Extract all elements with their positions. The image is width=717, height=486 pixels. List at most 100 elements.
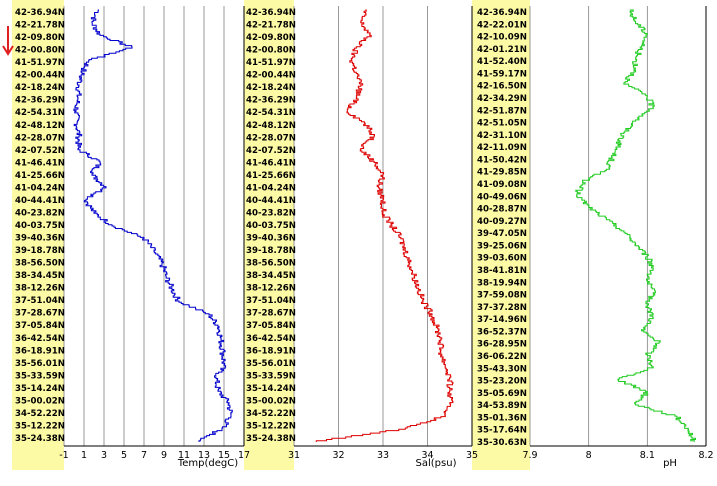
latitude-label-2-9: 42-54.31N	[246, 108, 296, 118]
latitude-label-2-35: 35-24.38N	[246, 434, 296, 444]
latitude-label-3-8: 42-34.29N	[477, 94, 527, 104]
latitude-label-2-13: 41-46.41N	[246, 158, 296, 168]
latitude-label-1-10: 42-48.12N	[15, 121, 65, 131]
latitude-label-1-15: 41-04.24N	[15, 183, 65, 193]
latitude-label-2-24: 37-51.04N	[246, 296, 296, 306]
latitude-label-2-20: 39-18.78N	[246, 246, 296, 256]
latitude-label-1-5: 41-51.97N	[15, 58, 65, 68]
latitude-label-2-22: 38-34.45N	[246, 271, 296, 281]
latitude-label-1-13: 41-46.41N	[15, 158, 65, 168]
latitude-label-1-23: 38-12.26N	[15, 284, 65, 294]
latitude-label-2-15: 41-04.24N	[246, 183, 296, 193]
latitude-label-3-22: 38-41.81N	[477, 266, 527, 276]
latitude-label-3-27: 36-52.37N	[477, 327, 527, 337]
latitude-label-3-18: 40-09.27N	[477, 217, 527, 227]
latitude-label-3-25: 37-37.28N	[477, 303, 527, 313]
latitude-label-2-18: 40-03.75N	[246, 221, 296, 231]
latitude-label-2-4: 42-00.80N	[246, 46, 296, 56]
latitude-label-1-25: 37-28.67N	[15, 309, 65, 319]
latitude-label-1-8: 42-36.29N	[15, 96, 65, 106]
latitude-label-2-10: 42-48.12N	[246, 121, 296, 131]
latitude-label-3-4: 42-01.21N	[477, 45, 527, 55]
latitude-label-1-32: 35-00.02N	[15, 396, 65, 406]
x-tick-label-1-4: 5	[121, 450, 127, 461]
latitude-label-2-19: 39-40.36N	[246, 234, 296, 244]
latitude-label-1-33: 34-52.22N	[15, 409, 65, 419]
latitude-label-1-31: 35-14.24N	[15, 384, 65, 394]
latitude-label-3-29: 36-06.22N	[477, 352, 527, 362]
x-tick-label-1-2: 1	[81, 450, 87, 461]
latitude-label-3-10: 42-51.05N	[477, 119, 527, 129]
x-axis-title-1: Temp(degC)	[177, 458, 238, 469]
latitude-label-2-30: 35-33.59N	[246, 371, 296, 381]
latitude-label-2-5: 41-51.97N	[246, 58, 296, 68]
x-tick-label-2-3: 33	[377, 450, 389, 461]
latitude-label-3-12: 42-11.09N	[477, 143, 527, 153]
latitude-label-1-11: 42-28.07N	[15, 133, 65, 143]
latitude-label-3-26: 37-14.96N	[477, 315, 527, 325]
profile-series-line-3	[575, 9, 696, 442]
profile-series-line-1	[73, 9, 233, 442]
latitude-label-2-7: 42-18.24N	[246, 83, 296, 93]
x-tick-label-1-9: 15	[218, 450, 230, 461]
latitude-label-1-16: 40-44.41N	[15, 196, 65, 206]
x-tick-label-3-3: 8.1	[640, 450, 655, 461]
latitude-label-1-12: 42-07.52N	[15, 146, 65, 156]
x-tick-label-2-2: 32	[332, 450, 344, 461]
latitude-label-1-30: 35-33.59N	[15, 371, 65, 381]
latitude-label-1-9: 42-54.31N	[15, 108, 65, 118]
latitude-label-2-3: 42-09.80N	[246, 33, 296, 43]
latitude-label-2-33: 34-52.22N	[246, 409, 296, 419]
latitude-label-3-1: 42-36.94N	[477, 8, 527, 18]
latitude-label-2-6: 42-00.44N	[246, 71, 296, 81]
latitude-label-1-7: 42-18.24N	[15, 83, 65, 93]
latitude-label-3-21: 39-03.60N	[477, 254, 527, 264]
latitude-label-3-5: 41-52.40N	[477, 57, 527, 67]
latitude-label-1-24: 37-51.04N	[15, 296, 65, 306]
latitude-label-3-6: 41-59.17N	[477, 69, 527, 79]
latitude-label-2-14: 41-25.66N	[246, 171, 296, 181]
latitude-label-3-20: 39-25.06N	[477, 241, 527, 251]
latitude-label-3-31: 35-23.20N	[477, 377, 527, 387]
x-tick-label-3-4: 8.2	[698, 450, 713, 461]
latitude-label-band-1	[12, 0, 64, 470]
latitude-label-2-8: 42-36.29N	[246, 96, 296, 106]
latitude-label-3-3: 42-10.09N	[477, 33, 527, 43]
latitude-label-1-21: 38-56.50N	[15, 259, 65, 269]
latitude-label-3-28: 36-28.95N	[477, 340, 527, 350]
latitude-label-2-32: 35-00.02N	[246, 396, 296, 406]
latitude-label-1-4: 42-00.80N	[15, 46, 65, 56]
latitude-label-2-12: 42-07.52N	[246, 146, 296, 156]
latitude-label-1-34: 35-12.22N	[15, 421, 65, 431]
x-tick-label-1-3: 3	[101, 450, 107, 461]
latitude-label-1-3: 42-09.80N	[15, 33, 65, 43]
latitude-label-band-2	[244, 0, 294, 470]
latitude-label-3-13: 41-50.42N	[477, 155, 527, 165]
latitude-label-1-35: 35-24.38N	[15, 434, 65, 444]
latitude-label-2-27: 36-42.54N	[246, 334, 296, 344]
latitude-label-1-26: 37-05.84N	[15, 321, 65, 331]
latitude-label-3-33: 34-53.89N	[477, 401, 527, 411]
latitude-label-2-29: 35-56.01N	[246, 359, 296, 369]
latitude-label-3-35: 35-17.64N	[477, 426, 527, 436]
latitude-label-3-36: 35-30.63N	[477, 438, 527, 448]
latitude-label-3-11: 42-31.10N	[477, 131, 527, 141]
latitude-label-2-1: 42-36.94N	[246, 8, 296, 18]
latitude-label-2-17: 40-23.82N	[246, 208, 296, 218]
latitude-label-1-1: 42-36.94N	[15, 8, 65, 18]
latitude-label-3-16: 40-49.06N	[477, 192, 527, 202]
latitude-label-3-14: 41-29.85N	[477, 168, 527, 178]
latitude-label-3-23: 38-19.94N	[477, 278, 527, 288]
latitude-label-3-19: 39-47.05N	[477, 229, 527, 239]
latitude-label-2-23: 38-12.26N	[246, 284, 296, 294]
x-axis-title-3: pH	[663, 458, 677, 469]
x-tick-label-1-7: 11	[178, 450, 190, 461]
latitude-label-2-25: 37-28.67N	[246, 309, 296, 319]
latitude-label-1-28: 36-18.91N	[15, 346, 65, 356]
latitude-label-1-2: 42-21.78N	[15, 21, 65, 31]
latitude-label-2-31: 35-14.24N	[246, 384, 296, 394]
latitude-label-3-17: 40-28.87N	[477, 205, 527, 215]
latitude-label-2-26: 37-05.84N	[246, 321, 296, 331]
latitude-label-2-2: 42-21.78N	[246, 21, 296, 31]
latitude-label-3-2: 42-22.01N	[477, 20, 527, 30]
